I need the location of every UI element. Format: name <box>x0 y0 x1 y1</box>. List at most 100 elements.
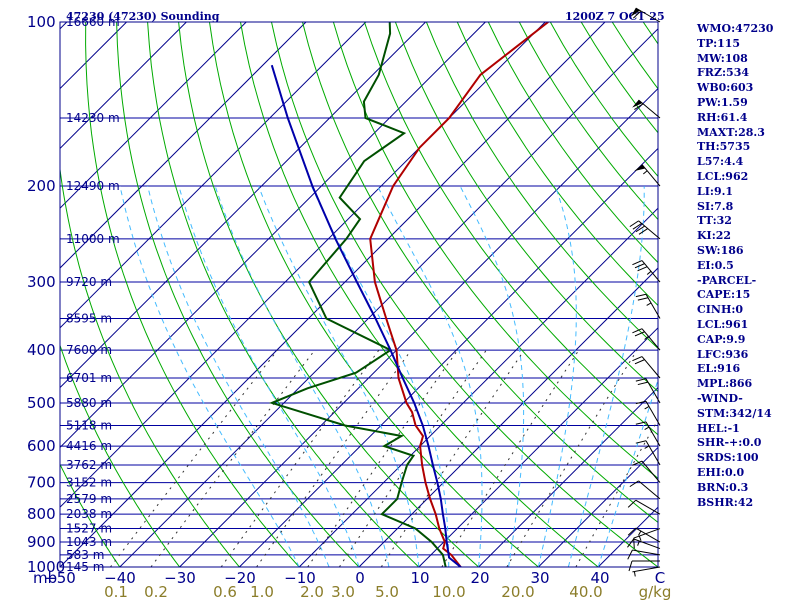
mixing-ratio-line <box>307 349 459 567</box>
height-label: 4416 m <box>66 439 112 453</box>
index-value: LI:9.1 <box>697 184 734 198</box>
moist-adiabat-line <box>377 185 483 567</box>
wind-barb-staff <box>638 99 661 119</box>
wind-barb-staff <box>645 440 661 466</box>
wind-barb-half <box>644 406 650 410</box>
wind-barb-half <box>644 445 650 449</box>
pressure-tick-label: 200 <box>27 177 56 195</box>
temperature-tick-label: −30 <box>164 569 196 587</box>
dry-adiabat-line <box>60 344 181 567</box>
wind-barb <box>632 99 661 119</box>
wind-barb-staff <box>641 328 661 351</box>
dry-adiabat-line <box>363 22 658 436</box>
isotherm-line <box>358 267 658 567</box>
wind-barb-full <box>634 103 644 110</box>
height-label: 11000 m <box>66 232 120 246</box>
index-value: PW:1.59 <box>697 95 748 109</box>
mixing-ratio-line <box>150 349 316 567</box>
dry-adiabat-line <box>147 22 420 567</box>
mixing-ratio-tick-label: 0.2 <box>144 583 168 600</box>
height-label: 14230 m <box>66 111 120 125</box>
wind-barb-staff <box>635 499 661 515</box>
mixing-ratio-tick-label: 20.0 <box>501 583 534 600</box>
wind-barb-full <box>635 293 647 298</box>
temperature-tick-label: 20 <box>470 569 489 587</box>
wind-barb-full <box>627 499 637 508</box>
wind-barb-full <box>632 328 643 334</box>
dry-adiabat-line <box>85 22 300 567</box>
height-label: 5880 m <box>66 396 112 410</box>
wind-barb-full <box>627 538 635 548</box>
wind-barb <box>635 378 661 404</box>
wind-barb-full <box>629 220 639 228</box>
wind-barb <box>632 460 661 483</box>
temperature-tick-label: C <box>655 569 665 587</box>
index-value: EI:0.5 <box>697 258 734 272</box>
isotherm-line <box>179 87 658 567</box>
temperature-tick-label: 10 <box>410 569 429 587</box>
wind-barb <box>630 7 661 23</box>
wind-barb-full <box>632 460 643 466</box>
wind-barb <box>635 440 661 466</box>
wind-barb-half <box>642 170 648 175</box>
wind-barb-half <box>638 535 642 541</box>
height-label: 3152 m <box>66 476 112 490</box>
temperature-tick-label: −50 <box>44 569 76 587</box>
mixing-ratio-tick-label: 0.6 <box>213 583 237 600</box>
wind-barb-full <box>629 480 639 488</box>
wind-barb-full <box>628 560 633 572</box>
moist-adiabat-line <box>147 185 330 567</box>
wind-barb-full <box>637 266 648 272</box>
wind-barb <box>633 528 661 549</box>
wind-barb-staff <box>645 378 661 404</box>
pressure-tick-label: 1000 <box>27 558 65 576</box>
index-value: BSHR:42 <box>697 495 754 509</box>
mixing-ratio-tick-label: 5.0 <box>375 583 399 600</box>
wind-barb-full <box>635 440 647 444</box>
height-label: 16660 m <box>66 15 120 29</box>
wind-barb-full <box>637 381 649 386</box>
mixing-ratio-line <box>380 349 525 567</box>
isotherm-line <box>60 22 546 508</box>
wind-barb-staff <box>645 421 661 447</box>
height-label: 3762 m <box>66 458 112 472</box>
wind-barb-half <box>646 302 652 306</box>
wind-barb-flag <box>634 164 646 172</box>
index-value: SW:186 <box>697 243 744 257</box>
index-value: CAPE:15 <box>697 288 751 302</box>
wind-barb-flag <box>630 8 641 17</box>
mixing-ratio-line <box>506 349 638 567</box>
dry-adiabat-line <box>60 165 240 567</box>
wind-barb <box>629 220 661 240</box>
index-value: MAXT:28.3 <box>697 125 765 139</box>
dry-adiabat-line <box>209 22 539 567</box>
temperature-tick-label: −40 <box>104 569 136 587</box>
chart-title: 47230 (47230) Sounding <box>66 10 220 23</box>
wind-barb-full <box>635 421 647 425</box>
wind-barb-full <box>634 331 645 337</box>
wind-barb-column <box>627 7 661 577</box>
dewpoint-line <box>268 22 447 567</box>
wind-barb-staff <box>632 549 661 556</box>
dry-adiabat-line <box>456 22 658 307</box>
pressure-tick-label: 300 <box>27 273 56 291</box>
wind-barb <box>632 356 661 379</box>
grid-layer <box>60 22 658 567</box>
index-value: STM:342/14 <box>697 406 772 420</box>
wind-barb <box>632 260 661 283</box>
isotherm-line <box>60 22 486 449</box>
temperature-line <box>369 22 549 567</box>
isotherm-line <box>60 22 187 150</box>
wind-barb-full <box>632 223 642 230</box>
temperature-tick-label: 30 <box>530 569 549 587</box>
mixing-ratio-tick-label: 1.0 <box>250 583 274 600</box>
mixing-ratio-tick-label: 3.0 <box>331 583 355 600</box>
height-label: 1527 m <box>66 522 112 536</box>
mixing-ratio-line <box>109 349 278 567</box>
indices-panel: WMO:47230 TP:115 MW:108 FRZ:534 WB0:603 PW:1.… <box>697 22 797 510</box>
moist-adiabat-line <box>311 185 450 567</box>
index-value: LCL:961 <box>697 317 749 331</box>
wind-barb-full <box>634 359 645 365</box>
wind-barb <box>635 421 661 447</box>
